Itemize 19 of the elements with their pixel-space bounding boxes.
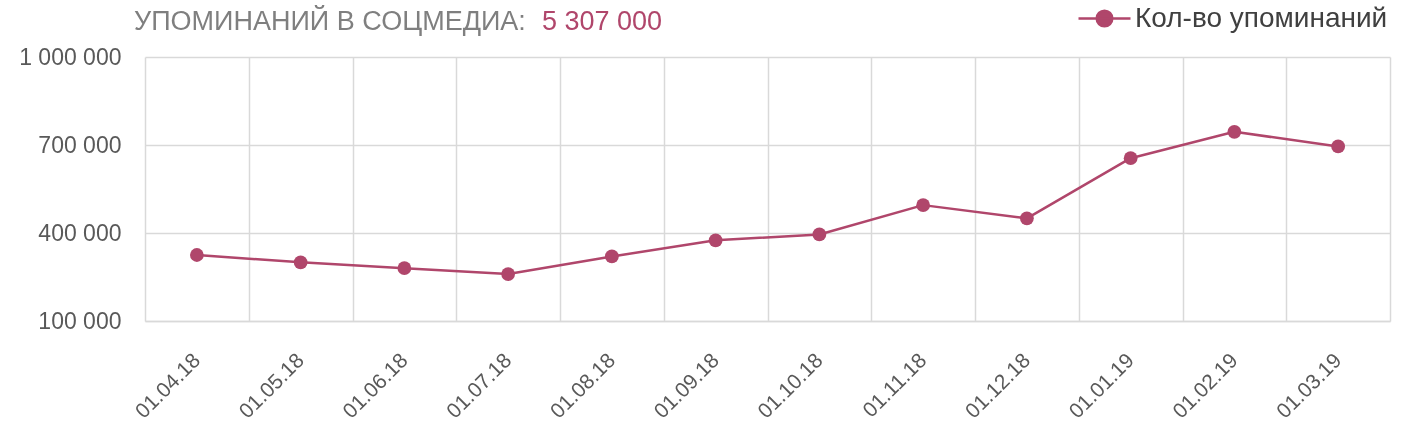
point	[397, 261, 412, 276]
point	[501, 267, 516, 281]
chart-title: УПОМИНАНИЙ В СОЦМЕДИА:	[134, 6, 526, 36]
point	[1227, 124, 1242, 139]
point	[812, 227, 827, 242]
y-tick-label: 700 000	[38, 131, 122, 158]
point	[1331, 139, 1346, 154]
legend-label: Кол-во упоминаний	[1135, 1, 1388, 33]
point	[1123, 151, 1138, 166]
point	[708, 233, 723, 248]
y-tick-label: 100 000	[38, 307, 122, 334]
point	[916, 198, 931, 213]
point	[189, 248, 204, 262]
point	[604, 249, 619, 264]
point	[1019, 211, 1034, 226]
y-tick-label: 1 000 000	[19, 43, 122, 70]
point	[293, 255, 308, 270]
chart-subtitle: 5 307 000	[541, 6, 662, 36]
y-tick-label: 400 000	[38, 219, 122, 246]
